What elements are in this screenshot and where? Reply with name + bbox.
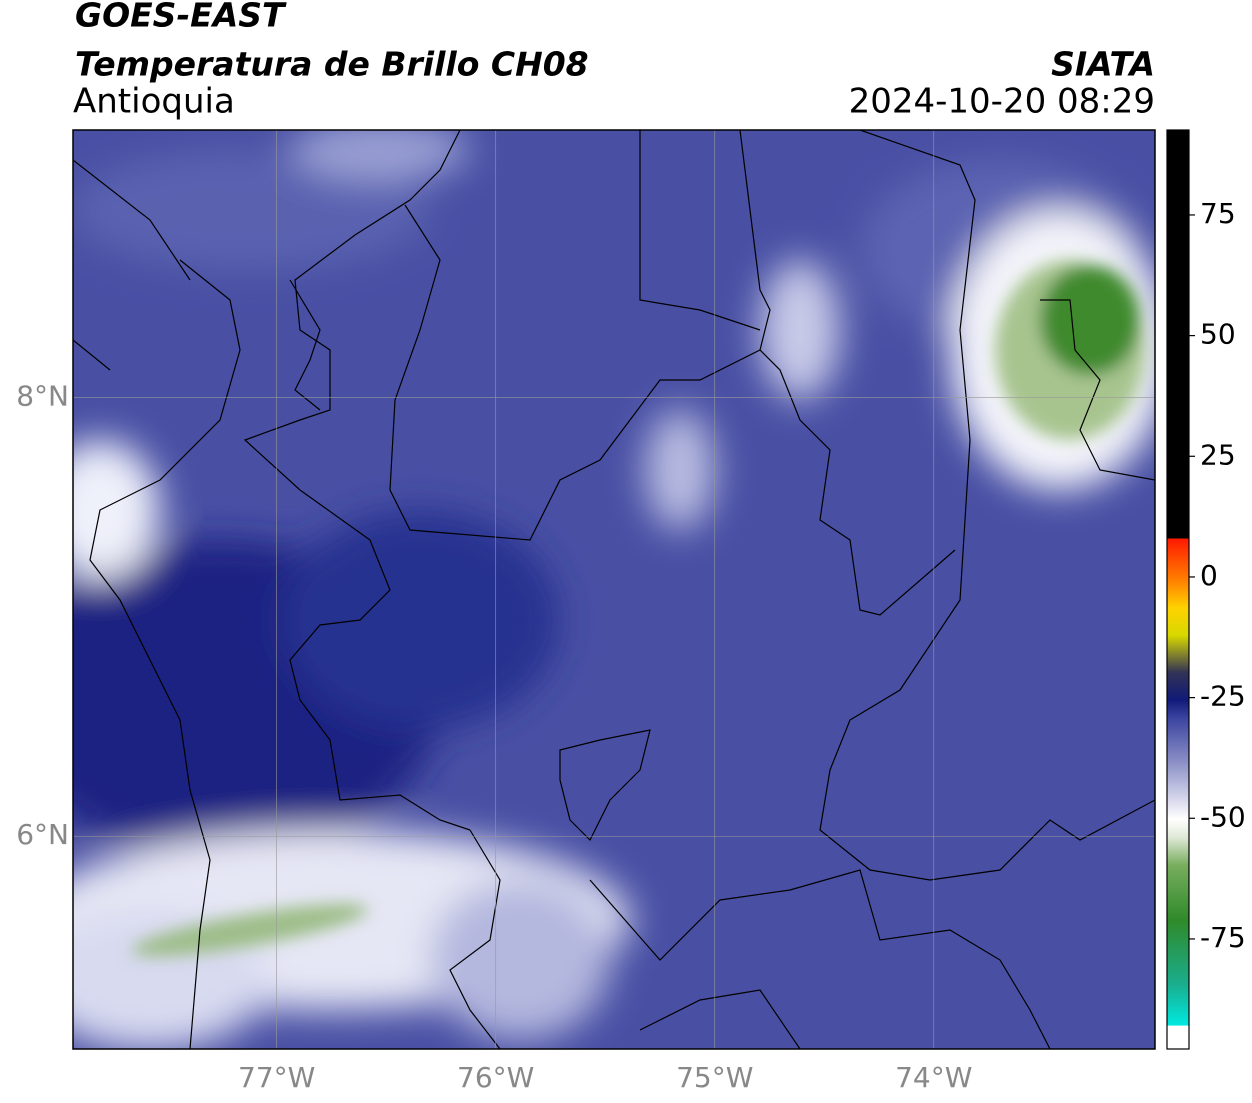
timestamp: 2024-10-20 08:29 [849,82,1155,122]
cold-cloud-tops [131,260,1145,957]
colorbar-tick-label: -50 [1200,800,1246,833]
colorbar [1166,129,1190,1050]
subtitle: Temperatura de Brillo CH08 [75,45,589,84]
map-frame [72,129,1156,1050]
x-tick-label: 74°W [895,1061,972,1094]
x-tick-label: 76°W [457,1061,534,1094]
source: SIATA [1051,45,1155,84]
title: GOES-EAST [75,0,287,35]
region: Antioquia [73,82,235,122]
colorbar-tick-label: -75 [1200,921,1246,954]
map-area [73,130,1155,1049]
colorbar-tick-label: 50 [1200,318,1236,351]
colorbar-tick-label: 0 [1200,559,1218,592]
borders [73,130,1155,1049]
x-tick-label: 77°W [238,1061,315,1094]
colorbar-tick-label: 75 [1200,197,1236,230]
y-tick-label: 8°N [16,380,69,413]
colorbar-tick-label: 25 [1200,438,1236,471]
colorbar-tick-label: -25 [1200,680,1246,713]
gridlines [73,130,1155,1049]
x-tick-label: 75°W [676,1061,753,1094]
y-tick-label: 6°N [16,818,69,851]
